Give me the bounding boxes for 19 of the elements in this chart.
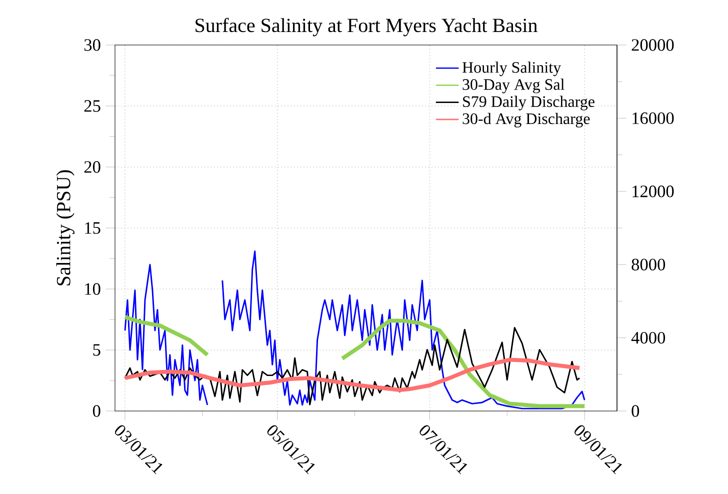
y-tick-label: 0 — [92, 405, 100, 417]
y2-tick-label: 4000 — [631, 332, 666, 344]
y-tick-label: 15 — [85, 222, 100, 234]
chart-title: Surface Salinity at Fort Myers Yacht Basin — [196, 18, 538, 36]
y-tick-label: 30 — [84, 39, 100, 51]
legend-label: 30-Day Avg Sal — [462, 78, 564, 94]
y-tick-label: 5 — [93, 344, 100, 356]
y2-tick-label: 8000 — [632, 258, 666, 270]
y-axis-title: Salinity (PSU) — [56, 170, 74, 286]
legend-label: S79 Daily Discharge — [463, 96, 594, 110]
y-tick-label: 25 — [84, 100, 100, 112]
y2-tick-label: 0 — [632, 405, 640, 417]
legend-label: 30-d Avg Discharge — [462, 112, 590, 128]
y-tick-label: 20 — [84, 161, 100, 173]
y2-tick-label: 20000 — [632, 39, 674, 51]
y2-tick-label: 12000 — [632, 186, 674, 198]
y-tick-label: 10 — [85, 283, 100, 295]
y2-tick-label: 16000 — [632, 112, 674, 124]
legend-label: Hourly Salinity — [462, 62, 562, 76]
